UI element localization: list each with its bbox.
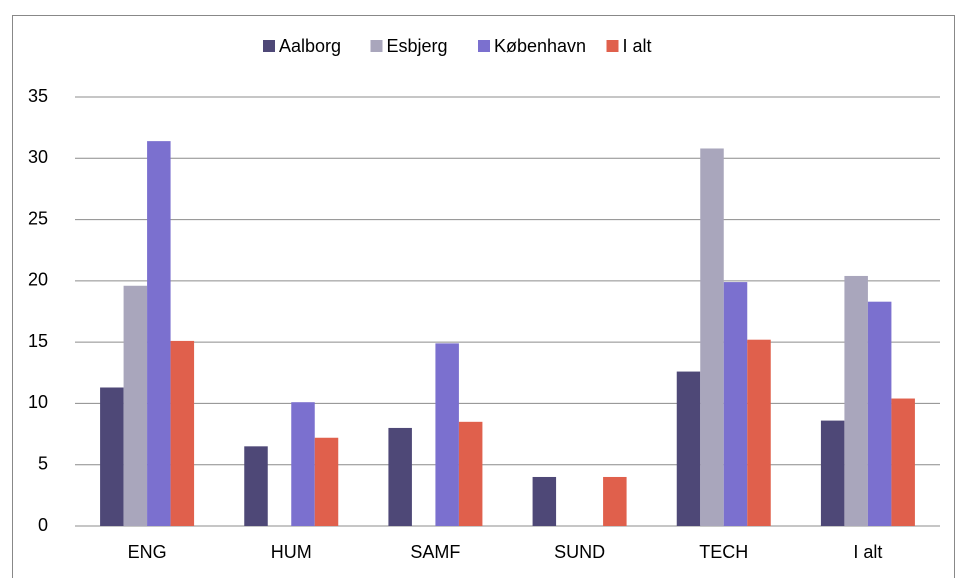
bar xyxy=(458,421,483,526)
bar xyxy=(603,476,627,526)
x-tick-label: ENG xyxy=(128,542,167,562)
x-tick-label: HUM xyxy=(271,542,312,562)
bar xyxy=(820,420,845,526)
bar xyxy=(844,275,868,526)
bar xyxy=(388,427,412,526)
y-tick-label: 35 xyxy=(28,86,48,106)
bar xyxy=(700,148,724,527)
legend-swatch xyxy=(478,40,490,52)
bar xyxy=(891,398,915,526)
x-tick-label: TECH xyxy=(699,542,748,562)
y-tick-label: 5 xyxy=(38,453,48,473)
legend-swatch xyxy=(606,40,619,52)
bar xyxy=(123,285,148,526)
y-tick-label: 0 xyxy=(38,515,48,535)
legend-swatch xyxy=(263,40,275,52)
y-tick-label: 25 xyxy=(28,208,48,228)
bar xyxy=(723,282,748,526)
bar xyxy=(747,339,771,526)
y-tick-label: 15 xyxy=(28,331,48,351)
x-tick-label: I alt xyxy=(853,542,882,562)
x-tick-label: SAMF xyxy=(410,542,460,562)
legend-swatch xyxy=(370,40,383,52)
legend-label: I alt xyxy=(623,36,652,56)
x-tick-label: SUND xyxy=(554,542,605,562)
bar xyxy=(676,371,701,526)
bar xyxy=(435,343,459,526)
bar xyxy=(314,437,339,526)
y-tick-label: 20 xyxy=(28,270,48,290)
legend-label: Aalborg xyxy=(279,36,341,56)
bar xyxy=(170,340,195,526)
bar xyxy=(291,402,315,526)
bar xyxy=(532,476,557,526)
legend-label: København xyxy=(494,36,586,56)
bar xyxy=(100,387,124,526)
bar xyxy=(244,446,268,526)
bar xyxy=(867,301,892,526)
bar xyxy=(147,141,171,526)
y-tick-label: 30 xyxy=(28,147,48,167)
legend-label: Esbjerg xyxy=(387,36,448,56)
y-tick-label: 10 xyxy=(28,392,48,412)
